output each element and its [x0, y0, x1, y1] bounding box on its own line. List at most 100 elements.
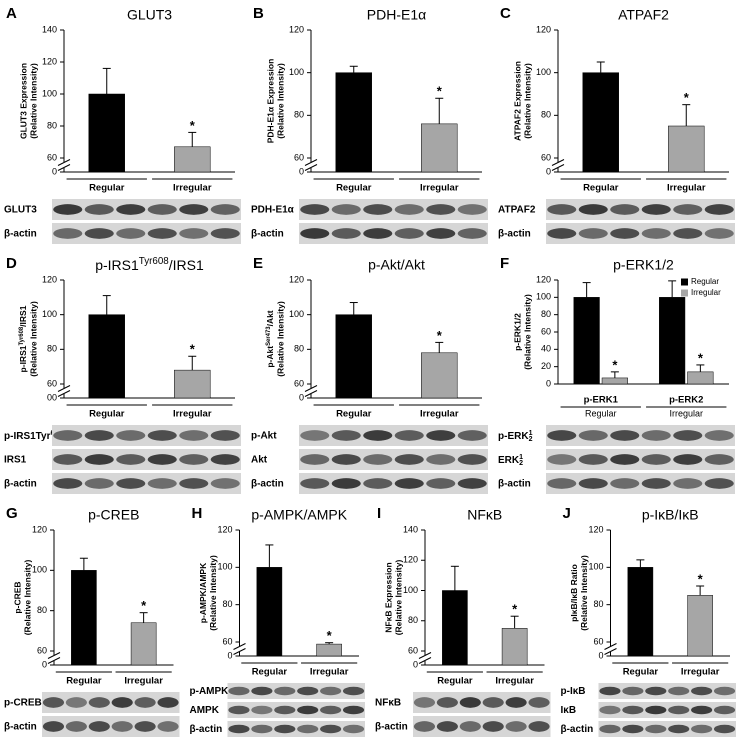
bar [659, 297, 686, 385]
y-axis-label: p-ERK1/2 [512, 313, 522, 351]
blot-band [274, 724, 296, 734]
blot-band [704, 454, 734, 465]
blot-band [84, 478, 114, 489]
blot-label: IRS1 [4, 455, 27, 466]
y-tick-label: 120 [217, 524, 232, 534]
blot-band [668, 705, 690, 715]
category-label: Regular [89, 183, 125, 194]
y-axis-label: (Relative Intensity) [275, 63, 285, 139]
bar [582, 72, 619, 173]
blot-band [53, 204, 83, 215]
blot-band [157, 697, 179, 708]
y-tick-label: 20 [541, 361, 551, 371]
blot-band [88, 697, 110, 708]
blot-band [300, 204, 330, 215]
blot-band [297, 705, 319, 715]
blot-band [116, 228, 146, 239]
blot-band [641, 204, 671, 215]
blot-band [482, 721, 504, 732]
blot-band [704, 204, 734, 215]
blot-band [645, 705, 667, 715]
category-label: p-ERK2 [669, 395, 703, 406]
category-label: Irregular [173, 409, 212, 420]
y-tick-label: 0 [598, 650, 603, 660]
blot-band [300, 454, 330, 465]
panel-letter: J [563, 505, 571, 522]
blot-band [457, 454, 487, 465]
legend-swatch [681, 289, 688, 297]
panel-letter: I [377, 505, 381, 522]
significance-star: * [684, 90, 690, 105]
blot-label: ATPAF2 [498, 205, 536, 216]
category-label: Irregular [420, 183, 459, 194]
bar [130, 622, 157, 666]
y-tick-label: 00 [47, 392, 57, 402]
blot-band [547, 454, 577, 465]
text-part: 2 [529, 436, 533, 443]
blot-band [457, 228, 487, 239]
blot-band [42, 721, 65, 732]
blot-band [274, 705, 296, 715]
blot-band [179, 454, 209, 465]
blot-band [394, 454, 424, 465]
bar [316, 643, 342, 657]
blot-band [426, 454, 456, 465]
blot-band [668, 686, 690, 696]
blot-band [394, 228, 424, 239]
blot-band [297, 724, 319, 734]
y-tick-label: 120 [588, 524, 603, 534]
bar [88, 93, 125, 173]
blot-band [426, 478, 456, 489]
blot-band [210, 430, 240, 441]
bar [601, 377, 628, 385]
y-tick-label: 100 [32, 565, 47, 575]
blot-label: β-actin [498, 479, 531, 490]
blot-band [342, 705, 365, 715]
blot-band [65, 697, 87, 708]
blot-band [300, 430, 330, 441]
blot-band [228, 724, 250, 734]
blot-band [691, 686, 713, 696]
panel-title: PDH-E1α [367, 7, 426, 23]
blot-band [622, 724, 644, 734]
y-axis-label: NFκB Expression [383, 562, 393, 632]
blot-band [53, 228, 83, 239]
blot-group-label: Regular [585, 408, 617, 418]
y-axis-label: (Relative Intensity) [579, 555, 589, 631]
axis-break-mark [57, 164, 71, 171]
y-tick-label: 80 [222, 599, 232, 609]
blot-label: NFκB [375, 698, 401, 709]
blot-band [363, 228, 393, 239]
blot-band [713, 705, 736, 715]
y-tick-label: 120 [42, 56, 57, 66]
blot-band [210, 478, 240, 489]
blot-band [210, 454, 240, 465]
y-axis-label: p-CREB [12, 581, 22, 613]
blot-band [394, 478, 424, 489]
axis-break-mark [418, 652, 432, 659]
blot-band [53, 454, 83, 465]
blot-label: PDH-E1α [251, 205, 295, 216]
blot-band [363, 478, 393, 489]
blot-band [116, 430, 146, 441]
blot-band [704, 228, 734, 239]
axis-break-mark [57, 159, 71, 166]
blot-band [713, 686, 736, 696]
blot-band [505, 721, 527, 732]
y-tick-label: 100 [536, 292, 551, 302]
blot-band [320, 686, 342, 696]
y-tick-label: 80 [541, 309, 551, 319]
blot-band [505, 697, 527, 708]
y-tick-label: 60 [294, 378, 304, 388]
blot-band [42, 697, 65, 708]
blot-band [578, 204, 608, 215]
panel-letter: E [253, 255, 263, 272]
panel-title: GLUT3 [127, 7, 172, 23]
blot-band [691, 705, 713, 715]
y-tick-label: 100 [536, 67, 551, 77]
y-axis-label: (Relative Intensity) [522, 294, 532, 370]
text-part: Tyr608 [19, 326, 25, 345]
blot-label: β-actin [4, 479, 37, 490]
y-axis-label: (Relative Intensity) [393, 560, 403, 636]
blot-label: p-Akt [251, 431, 277, 442]
